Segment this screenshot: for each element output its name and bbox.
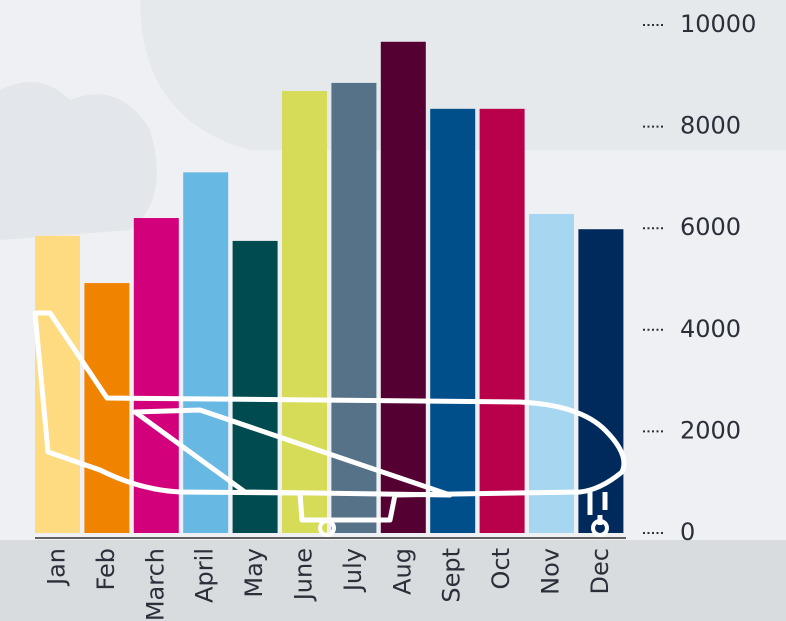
y-tick-label: 4000 bbox=[680, 315, 741, 343]
bar bbox=[479, 108, 525, 533]
bar bbox=[183, 172, 229, 533]
y-tick-label: 0 bbox=[680, 518, 695, 546]
bar bbox=[133, 218, 179, 534]
bar bbox=[232, 240, 278, 533]
x-tick-label: Aug bbox=[388, 548, 416, 595]
y-tick-label: 6000 bbox=[680, 213, 741, 241]
ground bbox=[0, 540, 786, 621]
cloud bbox=[0, 82, 157, 240]
y-tick-label: 10000 bbox=[680, 10, 756, 38]
bar bbox=[84, 283, 130, 533]
x-tick-label: Jan bbox=[43, 548, 71, 587]
bar bbox=[529, 213, 574, 533]
plane-outline bbox=[32, 310, 627, 525]
plane-wheel bbox=[318, 519, 336, 537]
x-tick-label: Sept bbox=[438, 548, 466, 603]
x-tick-label: May bbox=[240, 548, 268, 598]
x-tick-label: Dec bbox=[586, 548, 614, 594]
plane-wheel bbox=[591, 519, 609, 537]
x-tick-label: April bbox=[191, 548, 219, 603]
y-tick-label: 8000 bbox=[680, 112, 741, 140]
x-tick-label: Oct bbox=[487, 548, 515, 590]
x-tick-label: Nov bbox=[537, 548, 565, 595]
x-tick-label: June bbox=[290, 548, 318, 602]
x-tick-label: July bbox=[339, 548, 367, 593]
x-tick-label: March bbox=[141, 548, 169, 621]
bar bbox=[282, 91, 327, 533]
x-tick-label: Feb bbox=[92, 548, 120, 591]
bar bbox=[380, 41, 426, 533]
bar bbox=[578, 229, 624, 533]
bar bbox=[430, 108, 476, 533]
y-tick-label: 2000 bbox=[680, 416, 741, 444]
